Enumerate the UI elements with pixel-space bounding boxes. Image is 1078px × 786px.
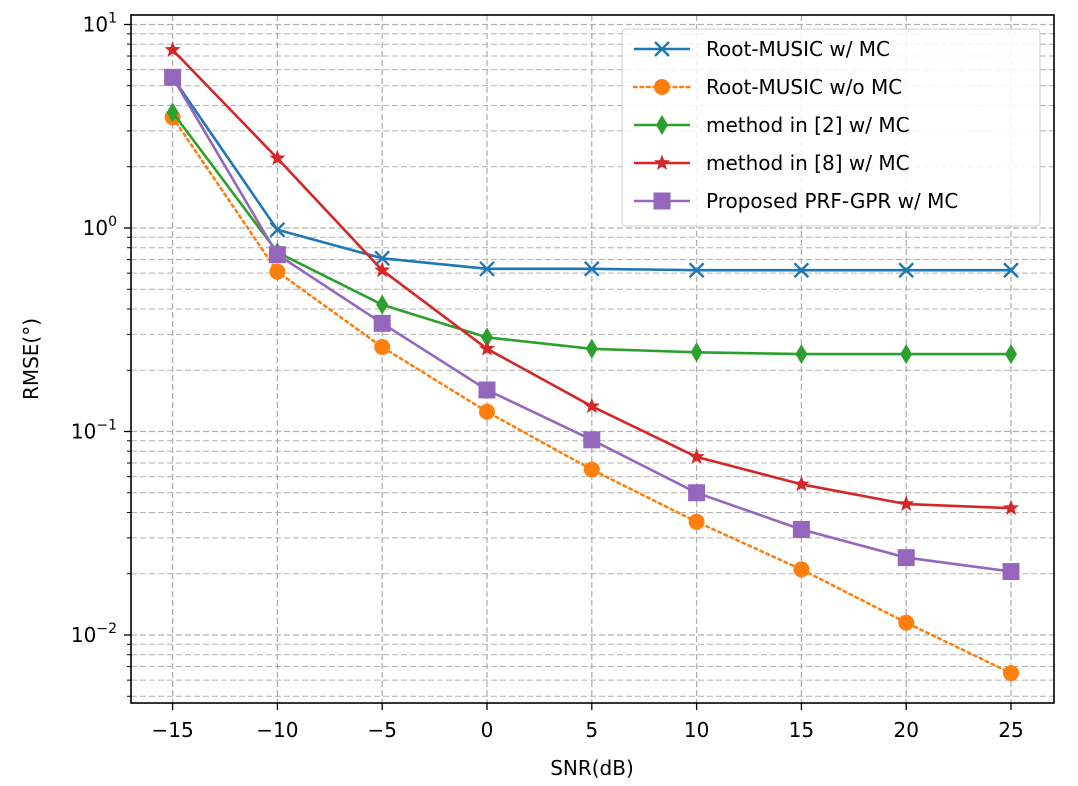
data-point: [583, 260, 600, 277]
data-point: [898, 614, 915, 631]
data-point: [269, 149, 286, 166]
data-point: [793, 475, 810, 492]
series-3: [164, 41, 1020, 516]
marker-stroke: [898, 262, 915, 279]
x-tick-label: −10: [256, 718, 298, 742]
data-point: [166, 102, 179, 123]
x-tick-label: −5: [367, 718, 396, 742]
data-point: [374, 339, 391, 356]
marker-stroke: [583, 260, 600, 277]
legend-item: method in [2] w/ MC: [634, 113, 910, 137]
y-tick-label: 10−2: [71, 621, 117, 647]
data-point: [481, 327, 493, 348]
legend-label: Root-MUSIC w/ MC: [706, 37, 890, 61]
data-point: [585, 338, 598, 359]
data-point: [269, 221, 286, 238]
x-tick-label: 0: [481, 718, 494, 742]
y-tick-label: 100: [83, 214, 117, 240]
legend-label: Proposed PRF-GPR w/ MC: [706, 189, 958, 213]
x-axis-label: SNR(dB): [550, 756, 634, 780]
data-point: [269, 263, 286, 280]
data-point: [479, 260, 495, 277]
marker-stroke: [269, 221, 286, 238]
data-point: [376, 294, 389, 315]
data-point: [164, 41, 181, 57]
data-point: [792, 520, 810, 538]
legend-marker: [653, 192, 671, 210]
data-point: [374, 250, 391, 267]
plot-area-frame: [130, 14, 1055, 704]
data-point: [374, 261, 391, 278]
legend-marker: [654, 41, 670, 57]
data-point: [479, 403, 495, 420]
data-point: [793, 262, 810, 279]
y-axis-label: RMSE(°): [19, 318, 43, 400]
data-point: [795, 344, 808, 365]
legend-item: method in [8] w/ MC: [634, 151, 910, 175]
data-point: [1003, 262, 1019, 279]
data-point: [478, 340, 496, 356]
data-point: [793, 561, 810, 578]
data-point: [898, 262, 915, 279]
legend: Root-MUSIC w/ MC Root-MUSIC w/o MC method …: [621, 28, 1041, 227]
data-point: [268, 246, 286, 264]
y-tick-label: 10−1: [71, 418, 117, 444]
legend-label: method in [8] w/ MC: [706, 151, 910, 175]
data-point: [1005, 344, 1017, 365]
data-point: [478, 381, 496, 399]
marker-stroke: [374, 250, 391, 267]
data-point: [1002, 499, 1020, 516]
data-point: [900, 344, 913, 365]
legend-item: Root-MUSIC w/o MC: [632, 75, 902, 99]
data-point: [688, 513, 705, 530]
legend-item: Proposed PRF-GPR w/ MC: [634, 189, 958, 213]
x-tick-label: 10: [684, 718, 709, 742]
legend-label: Root-MUSIC w/o MC: [706, 75, 902, 99]
legend-item: Root-MUSIC w/ MC: [634, 37, 890, 61]
x-tick-label: 25: [998, 718, 1023, 742]
ticks: −15 −10 −5 0 5 10 15 20 25 101 100 10−1 10−2: [71, 11, 1024, 743]
data-point: [690, 342, 703, 363]
data-point: [898, 495, 915, 511]
data-point: [373, 314, 391, 332]
x-tick-label: −15: [151, 718, 193, 742]
x-tick-label: 20: [893, 718, 918, 742]
x-tick-label: 15: [789, 718, 814, 742]
marker-stroke: [1003, 262, 1019, 279]
data-point: [1003, 665, 1019, 682]
series-layer: [164, 41, 1020, 682]
data-point: [583, 397, 600, 414]
series-1: [164, 109, 1019, 682]
marker-stroke: [688, 262, 705, 279]
data-point: [583, 461, 600, 478]
data-point: [897, 549, 915, 567]
data-point: [688, 484, 706, 502]
data-point: [583, 431, 601, 449]
x-tick-label: 5: [585, 718, 598, 742]
legend-box: [621, 28, 1041, 227]
series-4: [164, 68, 1020, 581]
legend-label: method in [2] w/ MC: [706, 113, 910, 137]
marker-stroke: [479, 260, 495, 277]
marker-stroke: [793, 262, 810, 279]
data-point: [688, 448, 705, 464]
data-point: [1002, 563, 1020, 581]
y-tick-label: 101: [83, 11, 117, 37]
legend-marker: [654, 79, 670, 95]
data-point: [688, 262, 705, 279]
series-2: [166, 102, 1017, 365]
legend-marker: [653, 154, 671, 170]
legend-marker: [656, 115, 668, 135]
marker-stroke: [654, 41, 670, 57]
data-point: [164, 68, 182, 86]
